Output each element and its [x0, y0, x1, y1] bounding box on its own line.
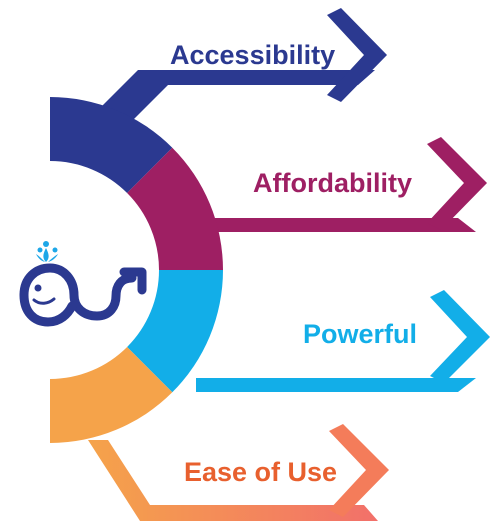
connector-accessibility	[92, 8, 387, 135]
label-affordability: Affordability	[253, 168, 412, 198]
ring	[50, 97, 223, 443]
whale-arrow-logo-icon	[19, 241, 147, 327]
connector-ease-of-use	[88, 424, 389, 521]
water-spout-icon	[36, 241, 58, 262]
ring-segment-ease-of-use	[50, 347, 173, 443]
label-accessibility: Accessibility	[170, 40, 335, 70]
label-ease-of-use: Ease of Use	[184, 457, 337, 487]
connector-powerful	[196, 290, 490, 392]
connector-affordability	[196, 137, 487, 232]
label-powerful: Powerful	[303, 319, 417, 349]
ring-segment-powerful	[127, 270, 223, 393]
ring-segment-accessibility	[50, 97, 173, 193]
ring-segment-affordability	[127, 147, 223, 270]
